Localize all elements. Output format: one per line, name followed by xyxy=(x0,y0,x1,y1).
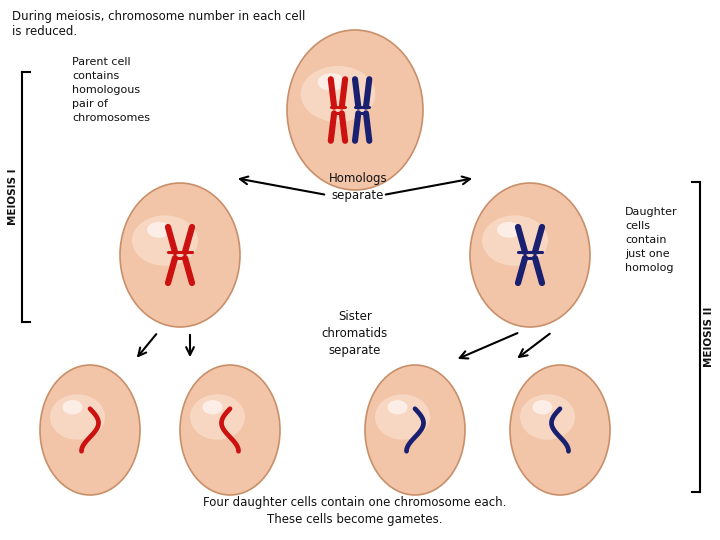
Text: Four daughter cells contain one chromosome each.
These cells become gametes.: Four daughter cells contain one chromoso… xyxy=(203,496,507,526)
Ellipse shape xyxy=(147,222,171,238)
Ellipse shape xyxy=(365,365,465,495)
Text: Daughter
cells
contain
just one
homolog: Daughter cells contain just one homolog xyxy=(625,207,678,273)
Ellipse shape xyxy=(190,394,245,440)
Ellipse shape xyxy=(202,400,222,414)
Ellipse shape xyxy=(375,394,430,440)
Ellipse shape xyxy=(510,365,610,495)
Text: During meiosis, chromosome number in each cell
is reduced.: During meiosis, chromosome number in eac… xyxy=(12,10,305,38)
Ellipse shape xyxy=(287,30,423,190)
Text: MEIOSIS I: MEIOSIS I xyxy=(8,168,18,225)
Ellipse shape xyxy=(318,73,345,91)
Ellipse shape xyxy=(470,183,590,327)
Text: Parent cell
contains
homologous
pair of
chromosomes: Parent cell contains homologous pair of … xyxy=(72,57,150,123)
Ellipse shape xyxy=(533,400,552,414)
Ellipse shape xyxy=(40,365,140,495)
Ellipse shape xyxy=(482,215,548,266)
Text: Homologs
separate: Homologs separate xyxy=(329,172,387,202)
Ellipse shape xyxy=(497,222,521,238)
Ellipse shape xyxy=(132,215,198,266)
Ellipse shape xyxy=(387,400,408,414)
Text: MEIOSIS II: MEIOSIS II xyxy=(704,307,714,367)
Ellipse shape xyxy=(180,365,280,495)
Ellipse shape xyxy=(120,183,240,327)
Text: Sister
chromatids
separate: Sister chromatids separate xyxy=(322,310,388,357)
Ellipse shape xyxy=(301,66,375,122)
Ellipse shape xyxy=(50,394,105,440)
Ellipse shape xyxy=(63,400,83,414)
Ellipse shape xyxy=(520,394,575,440)
